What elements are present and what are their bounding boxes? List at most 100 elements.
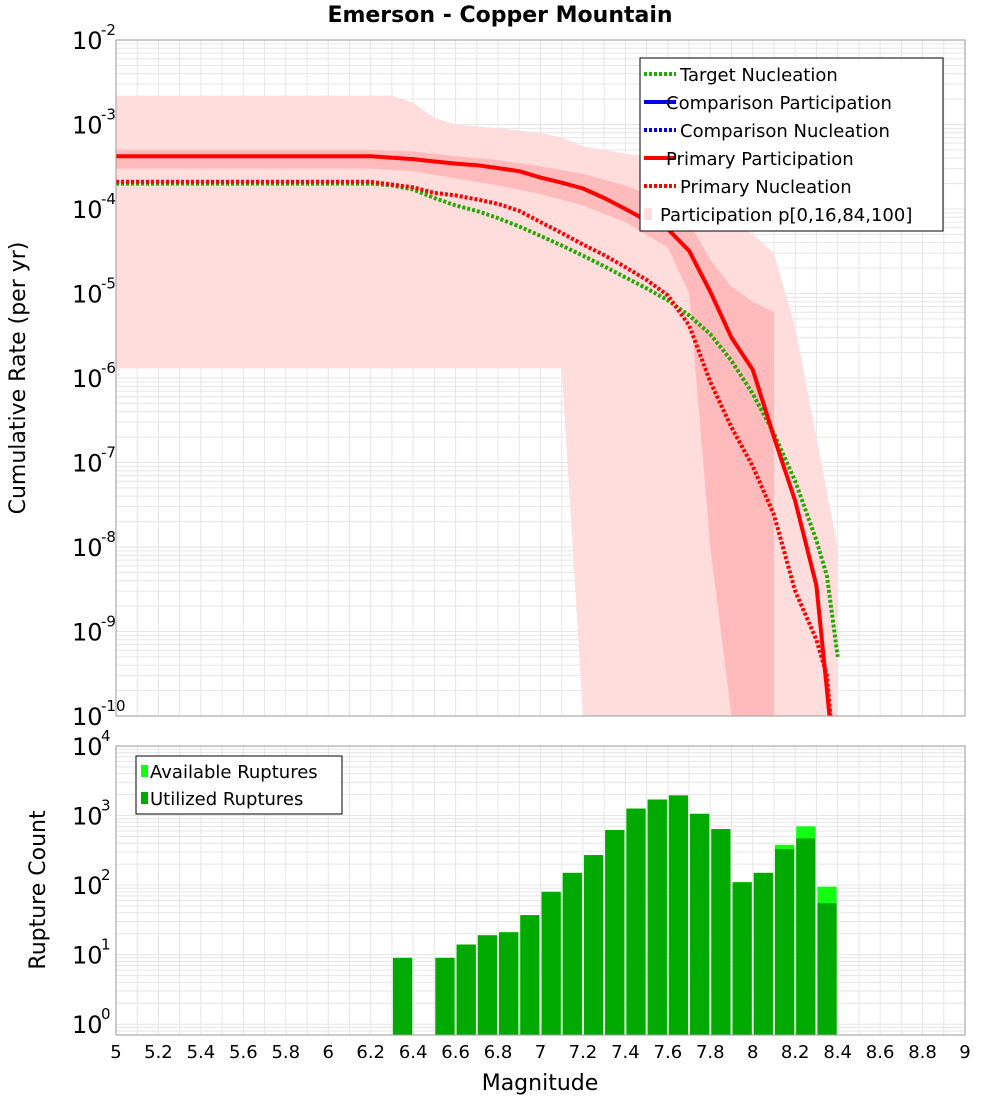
rate-plot: 10-210-310-410-510-610-710-810-910-10 Cu… <box>6 21 966 731</box>
x-tick-label: 9 <box>959 1042 970 1063</box>
bar-utilized <box>626 808 646 1035</box>
y-tick-exponent: -4 <box>101 190 116 208</box>
rate-plot-frame <box>115 39 966 717</box>
legend-label: Available Ruptures <box>150 762 318 783</box>
y-tick-label: 10 <box>72 872 103 900</box>
x-tick-label: 6 <box>323 1042 334 1063</box>
y-tick-label: 10 <box>72 942 103 970</box>
count-plot-frame <box>115 745 966 1036</box>
y-tick-exponent: 1 <box>101 936 111 954</box>
x-tick-label: 5 <box>110 1042 121 1063</box>
x-tick-label: 8.6 <box>866 1042 895 1063</box>
bar-utilized <box>477 935 498 1035</box>
bar-utilized <box>690 813 710 1035</box>
rate-legend-box <box>639 57 944 232</box>
y-tick-exponent: -7 <box>101 444 116 462</box>
y-tick-exponent: -10 <box>101 697 126 715</box>
bar-utilized <box>541 891 561 1035</box>
y-tick-exponent: -5 <box>101 275 116 293</box>
y-tick-exponent: -8 <box>101 528 116 546</box>
legend-swatch <box>141 765 148 777</box>
bar-utilized <box>435 957 455 1035</box>
magnitude-x-ticks: 5 5.2 5.4 5.6 5.8 6 6.2 6.4 6.6 6.8 7 7.2 7.4 7.6 7.8 8… <box>110 1042 970 1063</box>
bar-utilized <box>753 872 773 1035</box>
series-line <box>116 181 840 658</box>
chart-title: Emerson - Copper Mountain <box>327 3 672 28</box>
bar-utilized <box>774 849 795 1035</box>
legend-swatch <box>141 792 148 804</box>
bar-utilized <box>520 915 540 1035</box>
bar-utilized <box>732 882 752 1035</box>
bar-utilized <box>668 795 689 1035</box>
y-tick-label: 10 <box>72 733 103 761</box>
x-tick-label: 7 <box>535 1042 546 1063</box>
bar-utilized <box>562 872 582 1035</box>
legend-label: Utilized Ruptures <box>150 789 303 810</box>
y-tick-label: 10 <box>72 1011 103 1039</box>
bar-utilized <box>392 957 413 1035</box>
y-tick-exponent: -3 <box>101 106 116 124</box>
y-tick-exponent: 4 <box>101 727 111 745</box>
legend-label: Primary Participation <box>666 149 854 170</box>
y-tick-exponent: -6 <box>101 359 116 377</box>
bar-utilized <box>796 838 816 1035</box>
legend-label: Primary Nucleation <box>680 177 852 198</box>
bar-utilized <box>605 829 625 1035</box>
y-tick-label: 10 <box>72 27 103 55</box>
x-tick-label: 5.6 <box>229 1042 258 1063</box>
count-legend-box <box>135 755 343 815</box>
x-tick-label: 8.8 <box>908 1042 937 1063</box>
rate-y-axis-label: Cumulative Rate (per yr) <box>6 242 31 515</box>
series-line <box>116 154 832 716</box>
count-bars <box>392 795 837 1035</box>
y-tick-label: 10 <box>72 703 103 731</box>
x-tick-label: 5.4 <box>187 1042 216 1063</box>
x-tick-label: 7.2 <box>569 1042 598 1063</box>
magnitude-x-axis-label: Magnitude <box>482 1071 599 1096</box>
bar-utilized <box>817 903 837 1035</box>
y-tick-exponent: -9 <box>101 613 116 631</box>
legend-label: Comparison Participation <box>666 93 892 114</box>
x-tick-label: 7.8 <box>696 1042 725 1063</box>
rate-legend: Target Nucleation Comparison Participatio… <box>639 57 944 232</box>
bar-utilized <box>456 944 476 1035</box>
count-legend: Available Ruptures Utilized Ruptures <box>135 755 343 815</box>
rate-lines <box>116 154 840 716</box>
legend-label: Target Nucleation <box>679 65 838 86</box>
legend-label: Participation p[0,16,84,100] <box>660 205 912 226</box>
y-tick-label: 10 <box>72 196 103 224</box>
x-tick-label: 8.2 <box>781 1042 810 1063</box>
legend-label: Comparison Nucleation <box>680 121 890 142</box>
y-tick-label: 10 <box>72 534 103 562</box>
x-tick-label: 8.4 <box>823 1042 852 1063</box>
y-tick-label: 10 <box>72 450 103 478</box>
x-tick-label: 6.8 <box>484 1042 513 1063</box>
y-tick-exponent: 3 <box>101 797 111 815</box>
participation-bands <box>116 95 838 717</box>
bar-utilized <box>499 932 519 1035</box>
rate-y-ticks: 10-210-310-410-510-610-710-810-910-10 <box>72 21 126 731</box>
y-tick-label: 10 <box>72 803 103 831</box>
x-tick-label: 6.4 <box>399 1042 428 1063</box>
count-y-axis-label: Rupture Count <box>26 810 51 970</box>
bar-utilized <box>647 799 667 1035</box>
x-tick-label: 5.2 <box>144 1042 173 1063</box>
band-p0-p100 <box>116 95 838 717</box>
x-tick-label: 5.8 <box>271 1042 300 1063</box>
y-tick-label: 10 <box>72 365 103 393</box>
bar-utilized <box>583 855 604 1035</box>
y-tick-label: 10 <box>72 619 103 647</box>
x-tick-label: 6.6 <box>441 1042 470 1063</box>
x-tick-label: 7.6 <box>654 1042 683 1063</box>
y-tick-exponent: 0 <box>101 1005 111 1023</box>
y-tick-exponent: -2 <box>101 21 116 39</box>
x-tick-label: 7.4 <box>611 1042 640 1063</box>
x-tick-label: 8 <box>747 1042 758 1063</box>
x-tick-label: 6.2 <box>356 1042 385 1063</box>
bar-utilized <box>711 829 731 1035</box>
y-tick-label: 10 <box>72 112 103 140</box>
legend-swatch <box>644 208 652 220</box>
